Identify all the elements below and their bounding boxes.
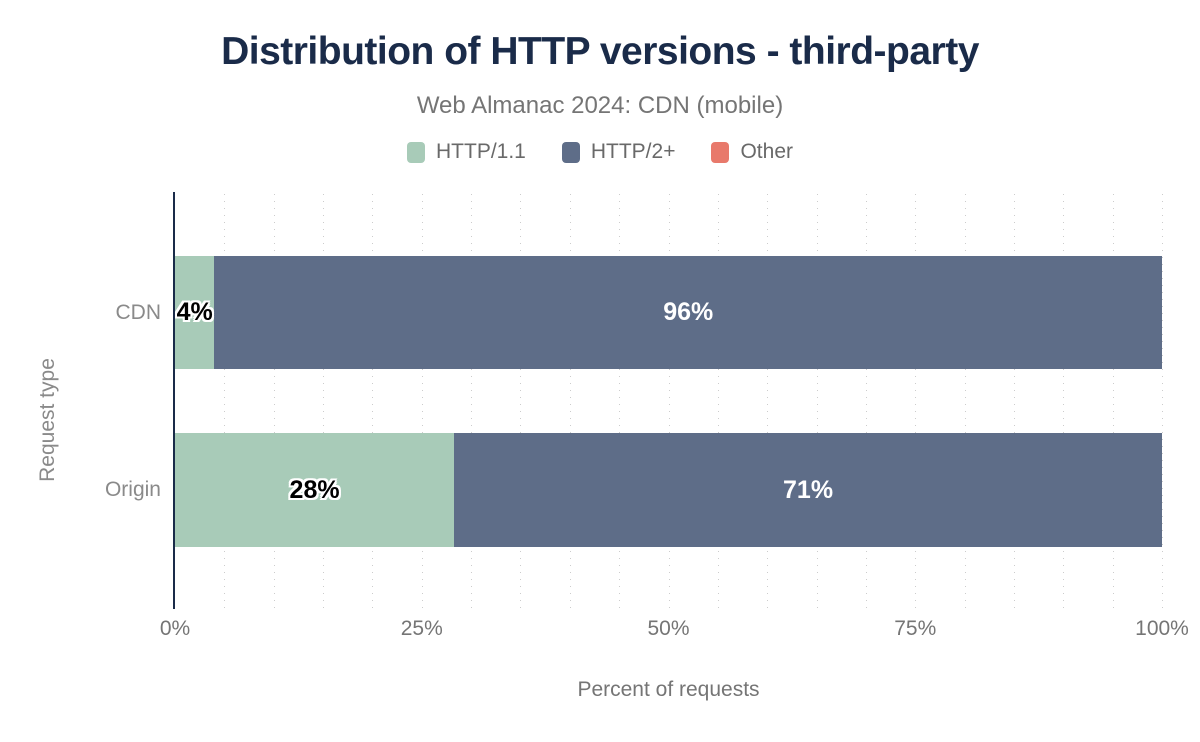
legend: HTTP/1.1 HTTP/2+ Other [0,140,1200,164]
gridline [372,194,374,609]
category-label-cdn: CDN [115,300,162,324]
gridline [224,194,226,609]
legend-swatch-icon [711,141,730,163]
category-label-origin: Origin [104,478,161,501]
gridline [717,194,719,609]
gridline [964,194,966,609]
y-axis-title: Request type [36,358,59,482]
bar-row-origin: 28% 71% Origin [105,433,1162,547]
chart-title: Distribution of HTTP versions - third-pa… [221,30,979,73]
legend-label: Other [740,140,793,163]
gridline [767,194,769,609]
bar-row-cdn: 4% 96% CDN [116,256,1162,369]
legend-item-http-2-[interactable]: HTTP/2+ [561,140,676,164]
gridline [865,194,867,609]
bar-value-label: 96% [663,298,714,326]
bar-value-label: 4% [176,298,213,326]
gridline [816,194,818,609]
gridline [569,194,571,609]
legend-item-other[interactable]: Other [711,140,793,164]
gridline [619,194,621,609]
gridline [323,194,325,609]
y-axis-line [173,192,175,609]
legend-swatch-icon [561,141,580,163]
gridline [421,194,423,609]
x-axis-title: Percent of requests [577,678,760,701]
plot-area: 4% 96% CDN 28% 71% Origin 0% 25% 50% 75% 100% [105,192,1189,640]
x-tick-50pct: 50% [647,617,690,640]
gridline [1112,194,1114,609]
bar-value-label: 28% [289,475,340,504]
gridline [1013,194,1015,609]
gridline [915,194,917,609]
bar-value-label: 71% [783,475,834,504]
bar-segment-origin-http-1-1: 28% [175,433,455,547]
gridline [668,194,670,609]
bar-segment-cdn-http-2-: 96% [214,256,1162,369]
legend-swatch-icon [407,141,425,163]
x-tick-75pct: 75% [894,617,937,640]
gridline [471,194,473,609]
x-tick-100pct: 100% [1135,617,1189,640]
x-tick-0pct: 0% [159,617,191,640]
gridline [520,194,522,609]
gridline [1063,194,1065,609]
legend-label: HTTP/2+ [590,140,676,163]
chart-subtitle: Web Almanac 2024: CDN (mobile) [416,92,784,119]
bar-segment-cdn-http-1-1: 4% [175,256,215,369]
gridline [1162,194,1163,609]
bar-segment-origin-http-2-: 71% [454,433,1162,547]
legend-label: HTTP/1.1 [436,140,526,163]
x-tick-25pct: 25% [400,617,443,640]
gridline [273,194,275,609]
legend-item-http-1-1[interactable]: HTTP/1.1 [407,140,526,164]
